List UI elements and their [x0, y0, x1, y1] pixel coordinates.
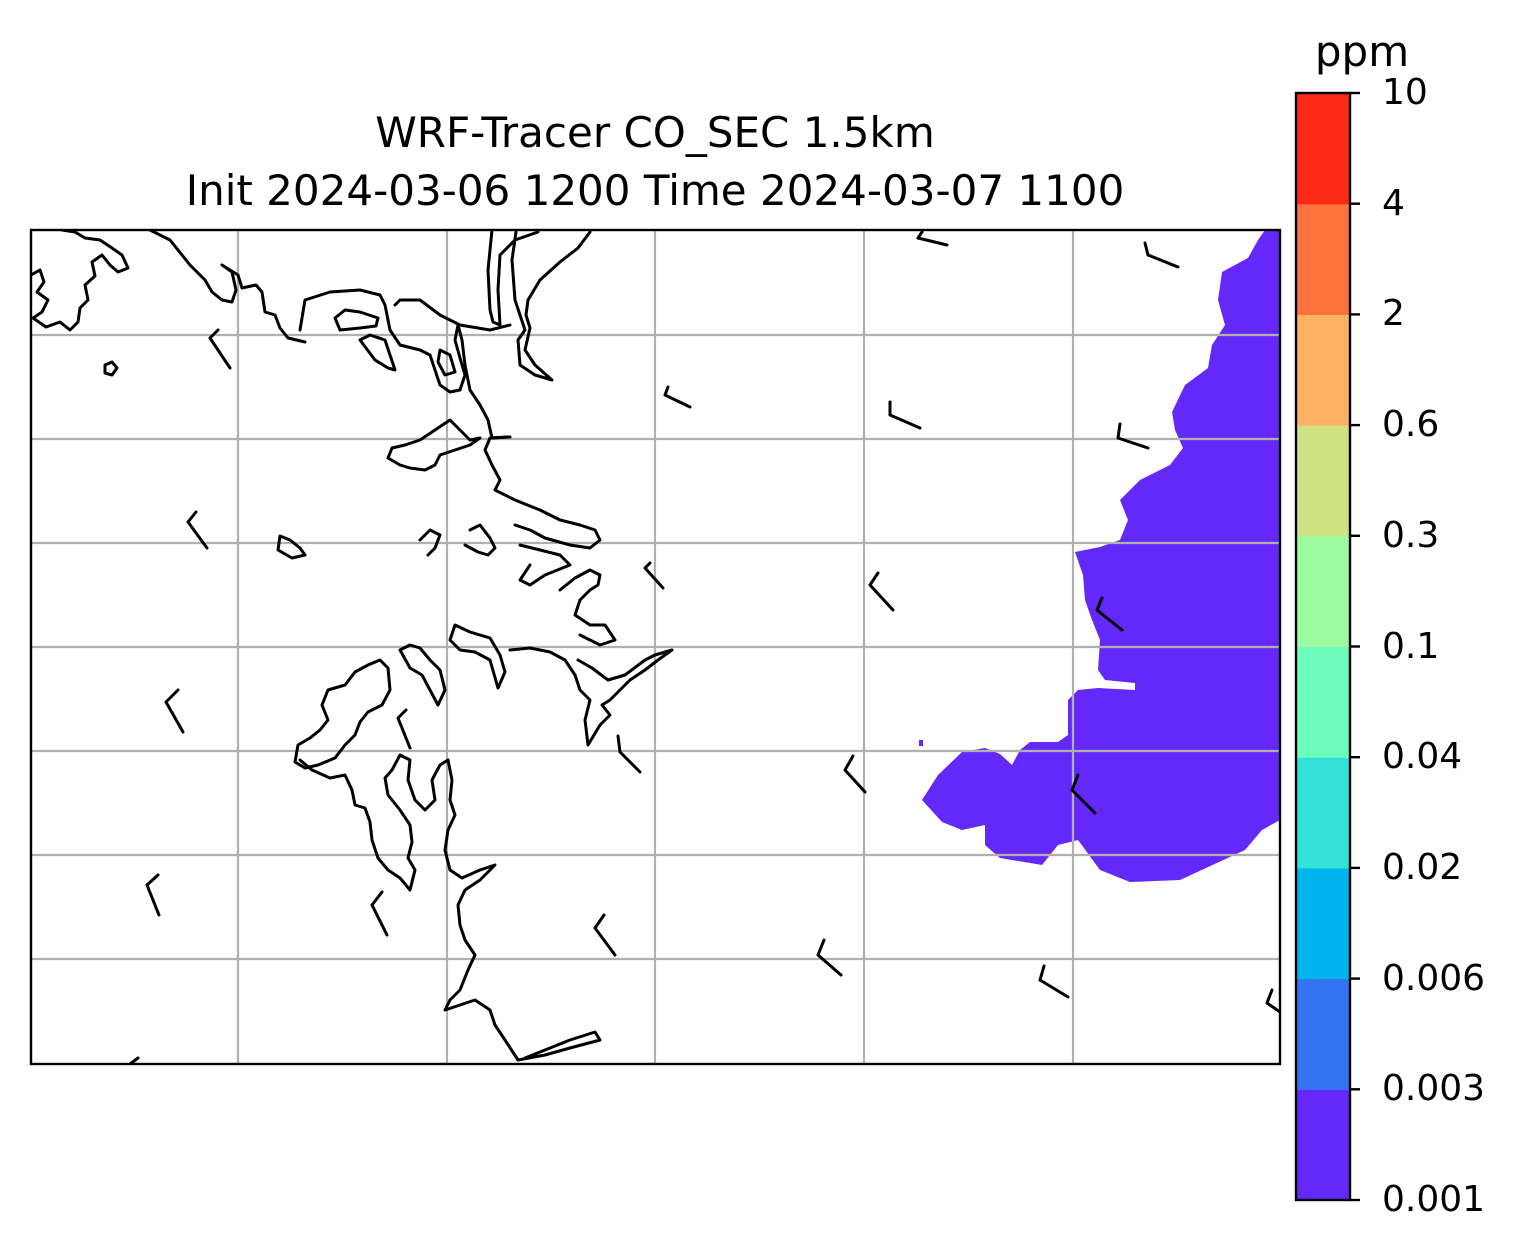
wind-barb — [1038, 964, 1070, 999]
colorbar-band — [1296, 425, 1350, 537]
wind-barb — [145, 873, 161, 917]
coastlines — [31, 230, 674, 1064]
colorbar-tick-label: 0.3 — [1382, 514, 1440, 556]
colorbar-band — [1296, 314, 1350, 426]
map-title-block: WRF-Tracer CO_SEC 1.5km Init 2024-03-06 … — [30, 104, 1280, 220]
wind-barbs — [145, 230, 1280, 1014]
wind-barb — [1265, 988, 1280, 1014]
wind-barb — [186, 510, 209, 550]
colorbar-tick-label: 0.003 — [1382, 1068, 1486, 1110]
wind-barb — [370, 890, 389, 937]
wind-barb — [396, 708, 412, 750]
wind-barb — [164, 688, 185, 734]
wind-barb — [616, 734, 642, 774]
wind-barb — [888, 400, 922, 430]
wind-barb — [1116, 422, 1150, 450]
wind-barb — [208, 328, 232, 370]
colorbar-band — [1296, 978, 1350, 1090]
wind-barb — [916, 230, 949, 247]
wind-barb — [663, 385, 692, 409]
colorbar-band — [1296, 757, 1350, 869]
map-subtitle: Init 2024-03-06 1200 Time 2024-03-07 110… — [185, 166, 1125, 215]
colorbar-ticks — [1350, 91, 1360, 1202]
wind-barb — [843, 754, 867, 794]
colorbar-band — [1296, 93, 1350, 205]
colorbar-tick-label: 0.02 — [1382, 846, 1463, 888]
tracer-plume — [922, 230, 1280, 882]
map-title: WRF-Tracer CO_SEC 1.5km — [375, 108, 935, 157]
tracer-plume-speck — [919, 740, 923, 746]
colorbar-band — [1296, 1089, 1350, 1201]
colorbar-band — [1296, 203, 1350, 315]
colorbar-tick-label: 0.6 — [1382, 404, 1440, 446]
map-gridlines — [31, 230, 1280, 1064]
colorbar-band — [1296, 646, 1350, 758]
colorbar-tick-label: 0.1 — [1382, 625, 1440, 667]
wind-barb — [1095, 596, 1124, 632]
colorbar-band — [1296, 535, 1350, 648]
colorbar-band — [1296, 867, 1350, 980]
colorbar-tick-label: 10 — [1382, 72, 1428, 113]
colorbar-tick-label: 2 — [1382, 293, 1405, 335]
colorbar-unit-label: ppm — [1314, 27, 1410, 76]
map-frame — [29, 228, 1282, 1066]
wind-barb — [868, 571, 895, 612]
wind-barb — [1143, 241, 1180, 269]
wind-barb — [643, 561, 665, 590]
colorbar-tick-label: 4 — [1382, 182, 1405, 224]
wind-barb — [1070, 773, 1097, 815]
colorbar-tick-label: 0.04 — [1382, 736, 1463, 778]
colorbar-tick-label: 0.006 — [1382, 957, 1486, 999]
colorbar-tick-label: 0.001 — [1382, 1179, 1486, 1220]
colorbar — [1296, 93, 1350, 1201]
wind-barb — [816, 938, 843, 977]
wind-barb — [593, 913, 617, 957]
